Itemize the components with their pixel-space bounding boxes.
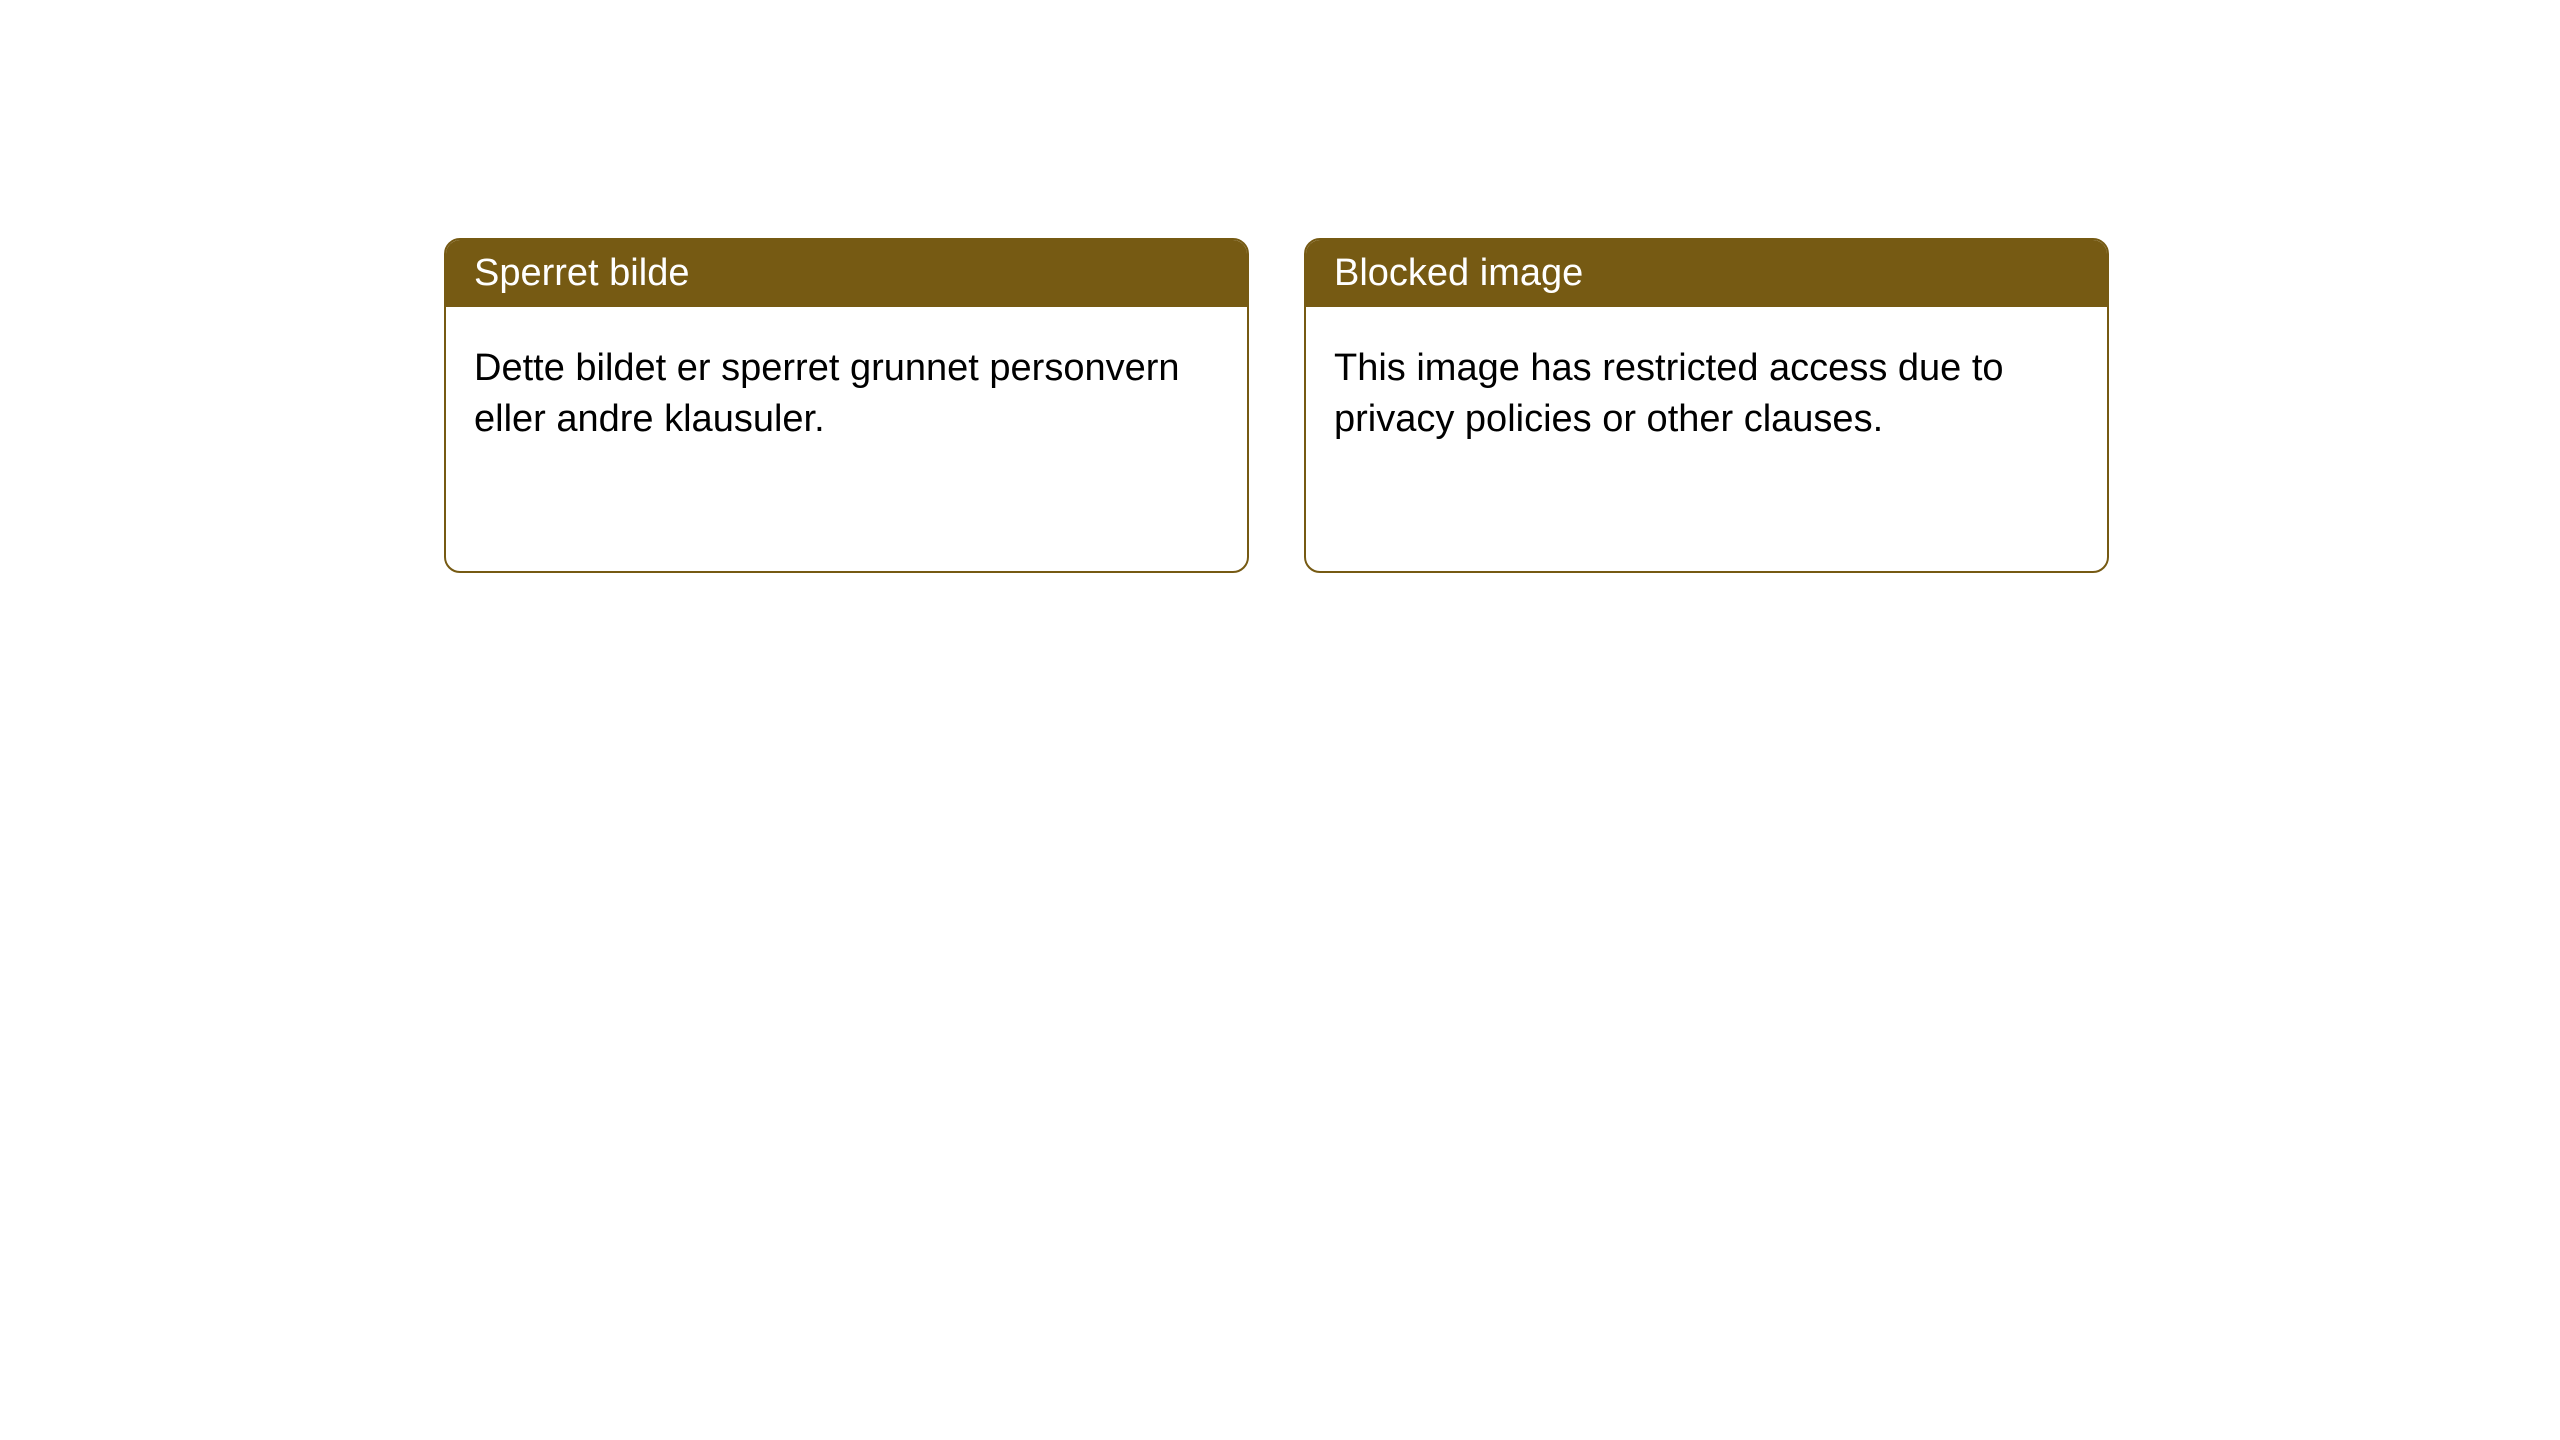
blocked-image-notices: Sperret bilde Dette bildet er sperret gr… xyxy=(444,238,2109,573)
notice-title: Blocked image xyxy=(1306,240,2107,307)
notice-body: Dette bildet er sperret grunnet personve… xyxy=(446,307,1247,482)
notice-card-english: Blocked image This image has restricted … xyxy=(1304,238,2109,573)
notice-body: This image has restricted access due to … xyxy=(1306,307,2107,482)
notice-title: Sperret bilde xyxy=(446,240,1247,307)
notice-card-norwegian: Sperret bilde Dette bildet er sperret gr… xyxy=(444,238,1249,573)
